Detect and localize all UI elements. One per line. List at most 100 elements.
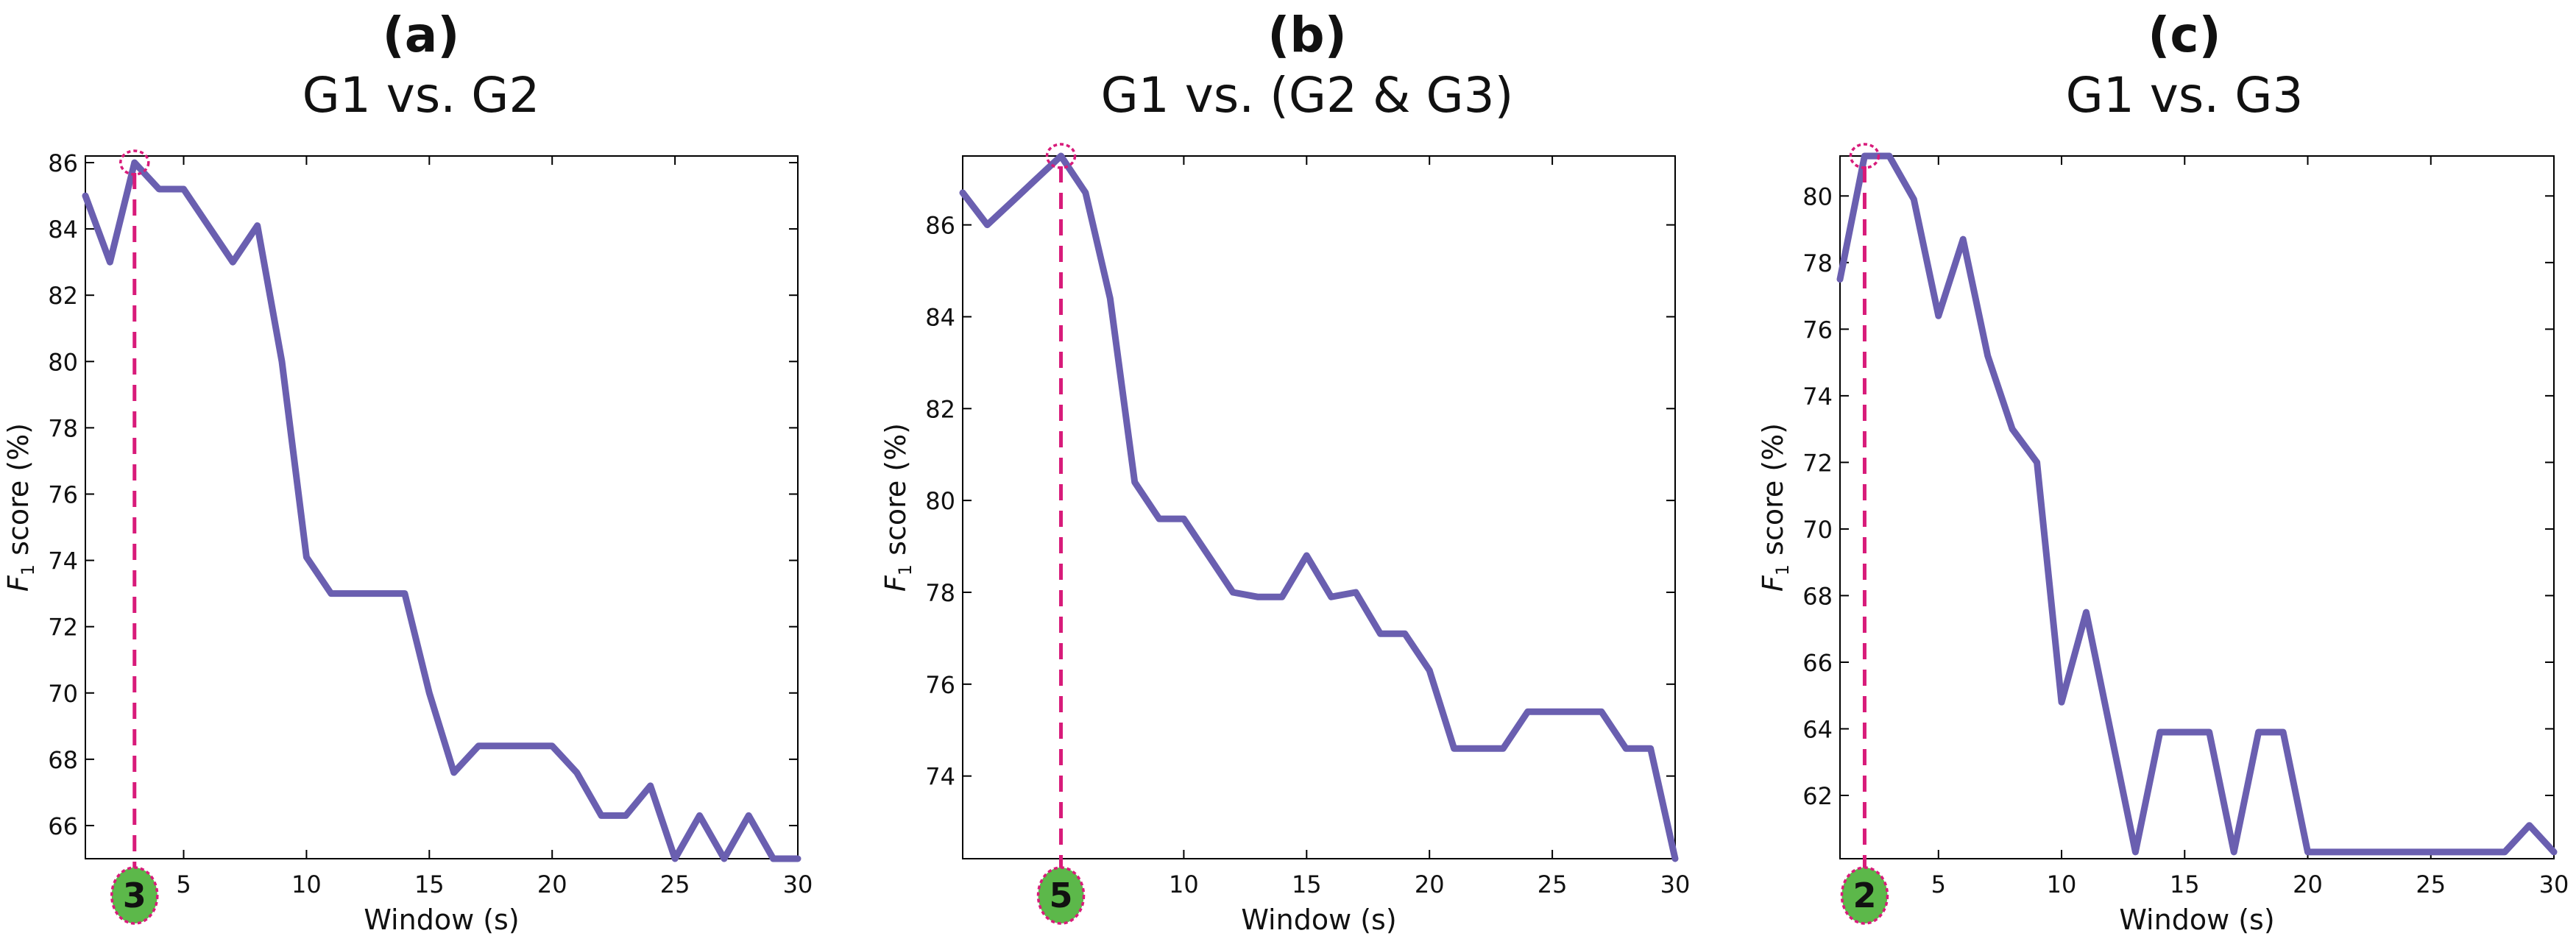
x-axis-label: Window (s) [364, 904, 519, 936]
data-point [1379, 633, 1381, 634]
data-point [1257, 596, 1259, 597]
chart-panel: (a)G1 vs. G2 66 68 70 72 74 76 78 80 82 84 86 5 10 15 2… [2, 7, 813, 936]
y-axis-label-main: F [2, 575, 35, 592]
x-tick-label: 10 [1169, 870, 1199, 898]
data-point [2480, 851, 2481, 853]
data-point [1232, 592, 1234, 593]
y-axis-label: F1 score (%) [2, 423, 38, 592]
panel-label: (b) [1267, 7, 1347, 63]
y-axis-label-subscript: 1 [18, 564, 38, 575]
data-point [2553, 851, 2555, 853]
y-tick-label: 62 [1802, 782, 1833, 810]
y-tick-label: 80 [925, 487, 955, 515]
data-point [674, 858, 676, 859]
y-tick-label: 72 [1802, 449, 1833, 477]
x-tick-label: 15 [2170, 870, 2200, 898]
chart-title: G1 vs. G3 [2066, 67, 2304, 124]
y-tick-label: 80 [48, 348, 78, 376]
chart-panel: (c)G1 vs. G3 62 64 66 68 70 72 74 76 78 80 5 10 15 20 2… [1757, 7, 2569, 936]
y-tick-label: 80 [1802, 182, 1833, 210]
data-point [281, 361, 283, 362]
optimal-window-label: 5 [1050, 876, 1073, 915]
data-point [2430, 851, 2432, 853]
y-axis-label-rest: score (%) [880, 423, 912, 564]
data-point [1183, 518, 1184, 519]
panel-label: (c) [2148, 7, 2221, 63]
data-point [2110, 731, 2112, 733]
data-point [109, 261, 110, 263]
data-point [305, 556, 307, 558]
y-tick-label: 84 [48, 216, 78, 244]
data-point [183, 188, 185, 190]
data-point [723, 858, 725, 859]
data-point [2011, 428, 2013, 430]
plot-area [85, 155, 799, 859]
y-tick-label: 86 [48, 149, 78, 177]
data-point [1429, 670, 1430, 671]
x-tick-label: 5 [1931, 870, 1946, 898]
data-point [2184, 731, 2185, 733]
y-tick-label: 66 [1802, 649, 1833, 677]
data-point [428, 692, 430, 694]
data-point [2455, 851, 2456, 853]
x-tick-label: 20 [1415, 870, 1445, 898]
data-point [502, 745, 503, 747]
optimal-window-badge [1036, 866, 1086, 925]
data-point [1281, 596, 1283, 597]
data-point [748, 815, 749, 816]
data-point [797, 858, 799, 859]
y-tick-label: 76 [1802, 316, 1833, 344]
y-axis-label-subscript: 1 [895, 564, 916, 575]
x-tick-label: 25 [1538, 870, 1568, 898]
data-point [576, 772, 578, 773]
x-tick-label: 25 [2416, 870, 2446, 898]
data-point [208, 225, 209, 227]
optimal-window-label: 2 [1853, 876, 1876, 915]
plot-area [962, 155, 1676, 859]
data-point [2209, 731, 2210, 733]
data-point [1576, 711, 1577, 712]
data-point [2356, 851, 2357, 853]
data-point [1355, 592, 1356, 593]
data-point [453, 772, 455, 773]
data-point [404, 593, 406, 595]
data-point [2134, 851, 2136, 853]
x-tick-label: 5 [176, 870, 191, 898]
data-point [478, 745, 479, 747]
data-point [1109, 297, 1111, 299]
x-tick-label: 30 [1660, 870, 1691, 898]
data-point [1134, 481, 1136, 483]
y-tick-label: 70 [48, 680, 78, 708]
data-point [330, 593, 332, 595]
series-line [82, 159, 802, 862]
x-tick-label: 15 [414, 870, 445, 898]
y-axis-label-main: F [880, 575, 912, 592]
data-point [1306, 555, 1307, 556]
x-tick-label: 20 [537, 870, 567, 898]
data-point [1962, 238, 1964, 240]
optimal-point-marker [119, 149, 150, 176]
optimal-window-badge [1840, 866, 1889, 925]
data-point [962, 192, 963, 194]
data-point [2332, 851, 2333, 853]
data-point [1011, 201, 1013, 202]
x-tick-label: 25 [660, 870, 690, 898]
y-tick-label: 72 [48, 614, 78, 642]
data-point [2233, 851, 2234, 853]
data-point [2282, 731, 2284, 733]
data-point [2529, 825, 2530, 826]
y-tick-label: 82 [48, 282, 78, 310]
chart-title: G1 vs. (G2 & G3) [1101, 67, 1514, 124]
data-point [2061, 701, 2062, 703]
y-tick-label: 66 [48, 812, 78, 840]
data-point [1454, 748, 1455, 749]
data-point [2159, 731, 2161, 733]
data-point [1331, 596, 1332, 597]
data-point [1601, 711, 1602, 712]
y-tick-label: 78 [48, 414, 78, 442]
y-tick-label: 74 [48, 547, 78, 575]
data-point [1502, 748, 1504, 749]
data-point [257, 225, 258, 227]
